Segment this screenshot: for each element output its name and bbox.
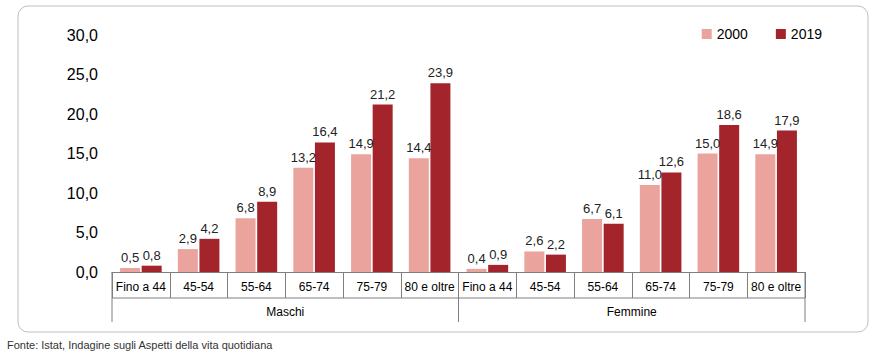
svg-text:0,0: 0,0: [76, 264, 98, 281]
svg-text:Fino a 44: Fino a 44: [462, 280, 512, 294]
svg-text:15,0: 15,0: [67, 145, 98, 162]
svg-text:80 e oltre: 80 e oltre: [405, 280, 455, 294]
svg-text:14,4: 14,4: [406, 140, 431, 155]
svg-text:75-79: 75-79: [703, 280, 734, 294]
svg-text:0,5: 0,5: [121, 250, 139, 265]
svg-text:65-74: 65-74: [645, 280, 676, 294]
svg-text:8,9: 8,9: [258, 184, 276, 199]
svg-text:55-64: 55-64: [241, 280, 272, 294]
svg-text:12,6: 12,6: [659, 154, 684, 169]
svg-text:21,2: 21,2: [370, 87, 395, 102]
svg-text:17,9: 17,9: [774, 113, 799, 128]
svg-text:Maschi: Maschi: [266, 305, 304, 319]
svg-text:14,9: 14,9: [753, 136, 778, 151]
svg-text:5,0: 5,0: [76, 224, 98, 241]
svg-text:0,8: 0,8: [143, 248, 161, 263]
svg-text:2019: 2019: [791, 26, 822, 42]
svg-text:0,4: 0,4: [468, 251, 486, 266]
svg-text:14,9: 14,9: [348, 136, 373, 151]
svg-text:6,1: 6,1: [605, 206, 623, 221]
svg-text:55-64: 55-64: [588, 280, 619, 294]
svg-text:25,0: 25,0: [67, 66, 98, 83]
svg-text:11,0: 11,0: [637, 167, 662, 183]
svg-text:Femmine: Femmine: [607, 305, 657, 319]
svg-text:2,6: 2,6: [525, 233, 543, 248]
svg-text:18,6: 18,6: [717, 107, 742, 122]
svg-text:45-54: 45-54: [530, 280, 561, 294]
svg-text:6,8: 6,8: [237, 200, 255, 215]
svg-text:30,0: 30,0: [67, 27, 98, 44]
svg-text:16,4: 16,4: [312, 124, 337, 139]
svg-text:2000: 2000: [717, 26, 748, 42]
svg-text:Fino a 44: Fino a 44: [116, 280, 166, 294]
svg-text:80 e oltre: 80 e oltre: [751, 280, 801, 294]
svg-text:4,2: 4,2: [200, 221, 218, 236]
svg-text:45-54: 45-54: [183, 280, 214, 294]
svg-text:Fonte: Istat, Indagine sugli A: Fonte: Istat, Indagine sugli Aspetti del…: [7, 339, 273, 351]
svg-text:10,0: 10,0: [67, 185, 98, 202]
svg-text:0,9: 0,9: [489, 247, 507, 262]
svg-text:20,0: 20,0: [67, 106, 98, 123]
svg-text:13,2: 13,2: [291, 150, 316, 165]
svg-text:2,2: 2,2: [547, 237, 565, 252]
svg-text:75-79: 75-79: [357, 280, 388, 294]
svg-text:15,0: 15,0: [695, 136, 720, 151]
svg-text:2,9: 2,9: [179, 231, 197, 246]
svg-text:23,9: 23,9: [428, 65, 453, 80]
svg-text:65-74: 65-74: [299, 280, 330, 294]
svg-text:6,7: 6,7: [583, 201, 601, 216]
